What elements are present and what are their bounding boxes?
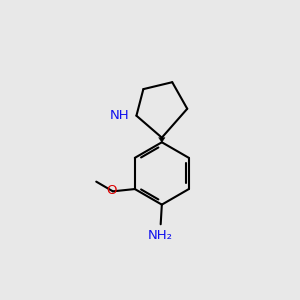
Polygon shape <box>159 138 165 142</box>
Text: O: O <box>106 184 117 197</box>
Text: NH: NH <box>110 109 130 122</box>
Text: NH₂: NH₂ <box>148 229 173 242</box>
